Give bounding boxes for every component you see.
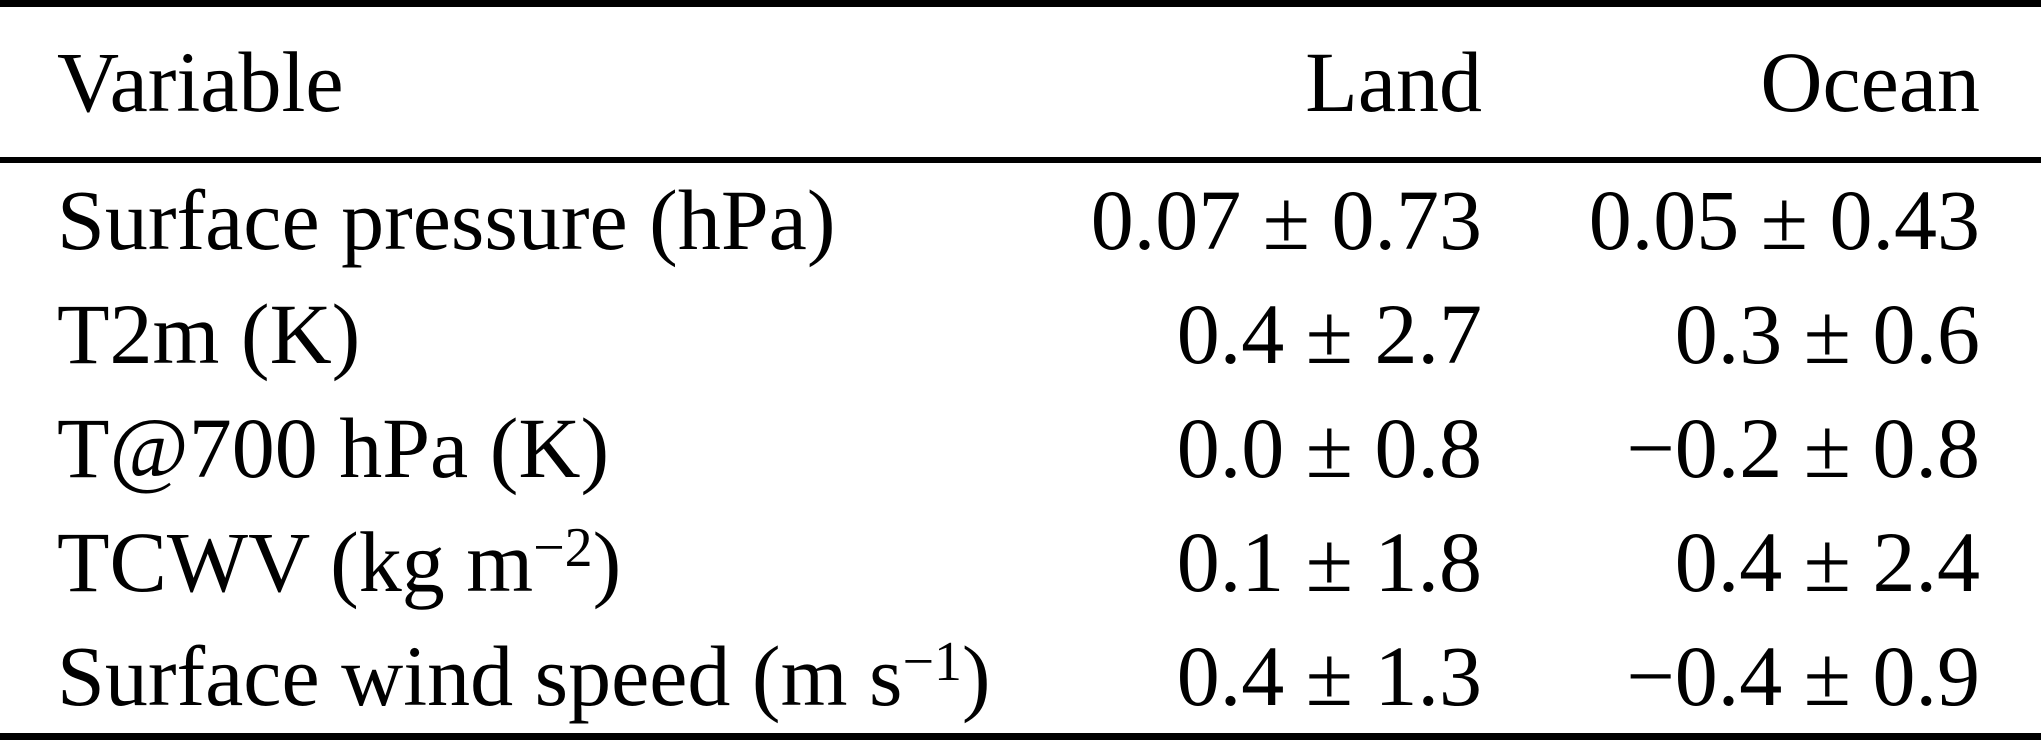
column-header-variable: Variable	[0, 3, 1020, 163]
variable-cell: T2m (K)	[57, 286, 361, 382]
unit-exponent: −1	[902, 630, 962, 693]
variable-cell: Surface pressure (hPa)	[57, 172, 836, 268]
table-row: T@700 hPa (K) 0.0 ± 0.8 −0.2 ± 0.8	[0, 391, 2041, 505]
table-row: TCWV (kg m−2) 0.1 ± 1.8 0.4 ± 2.4	[0, 505, 2041, 619]
ocean-value-cell: 0.3 ± 0.6	[1674, 286, 1980, 382]
table-row: T2m (K) 0.4 ± 2.7 0.3 ± 0.6	[0, 277, 2041, 391]
ocean-value-cell: 0.05 ± 0.43	[1588, 172, 1980, 268]
land-value-cell: 0.4 ± 1.3	[1176, 628, 1482, 724]
variable-cell: Surface wind speed (m s−1)	[57, 628, 991, 724]
unit-exponent: −2	[533, 516, 593, 579]
column-header-land: Land	[1020, 3, 1482, 163]
ocean-value-cell: −0.2 ± 0.8	[1626, 400, 1980, 496]
header-row: Variable Land Ocean	[0, 3, 2041, 163]
land-value-cell: 0.0 ± 0.8	[1176, 400, 1482, 496]
column-header-ocean: Ocean	[1482, 3, 2041, 163]
table-row: Surface wind speed (m s−1) 0.4 ± 1.3 −0.4 …	[0, 619, 2041, 737]
variable-cell: T@700 hPa (K)	[57, 400, 610, 496]
table-header: Variable Land Ocean	[0, 3, 2041, 163]
table-body: Surface pressure (hPa) 0.07 ± 0.73 0.05 ± …	[0, 160, 2041, 737]
table-row: Surface pressure (hPa) 0.07 ± 0.73 0.05 ± …	[0, 160, 2041, 277]
ocean-value-cell: 0.4 ± 2.4	[1674, 514, 1980, 610]
ocean-value-cell: −0.4 ± 0.9	[1626, 628, 1980, 724]
land-value-cell: 0.1 ± 1.8	[1176, 514, 1482, 610]
land-value-cell: 0.4 ± 2.7	[1176, 286, 1482, 382]
variable-cell: TCWV (kg m−2)	[57, 514, 622, 610]
land-value-cell: 0.07 ± 0.73	[1090, 172, 1482, 268]
